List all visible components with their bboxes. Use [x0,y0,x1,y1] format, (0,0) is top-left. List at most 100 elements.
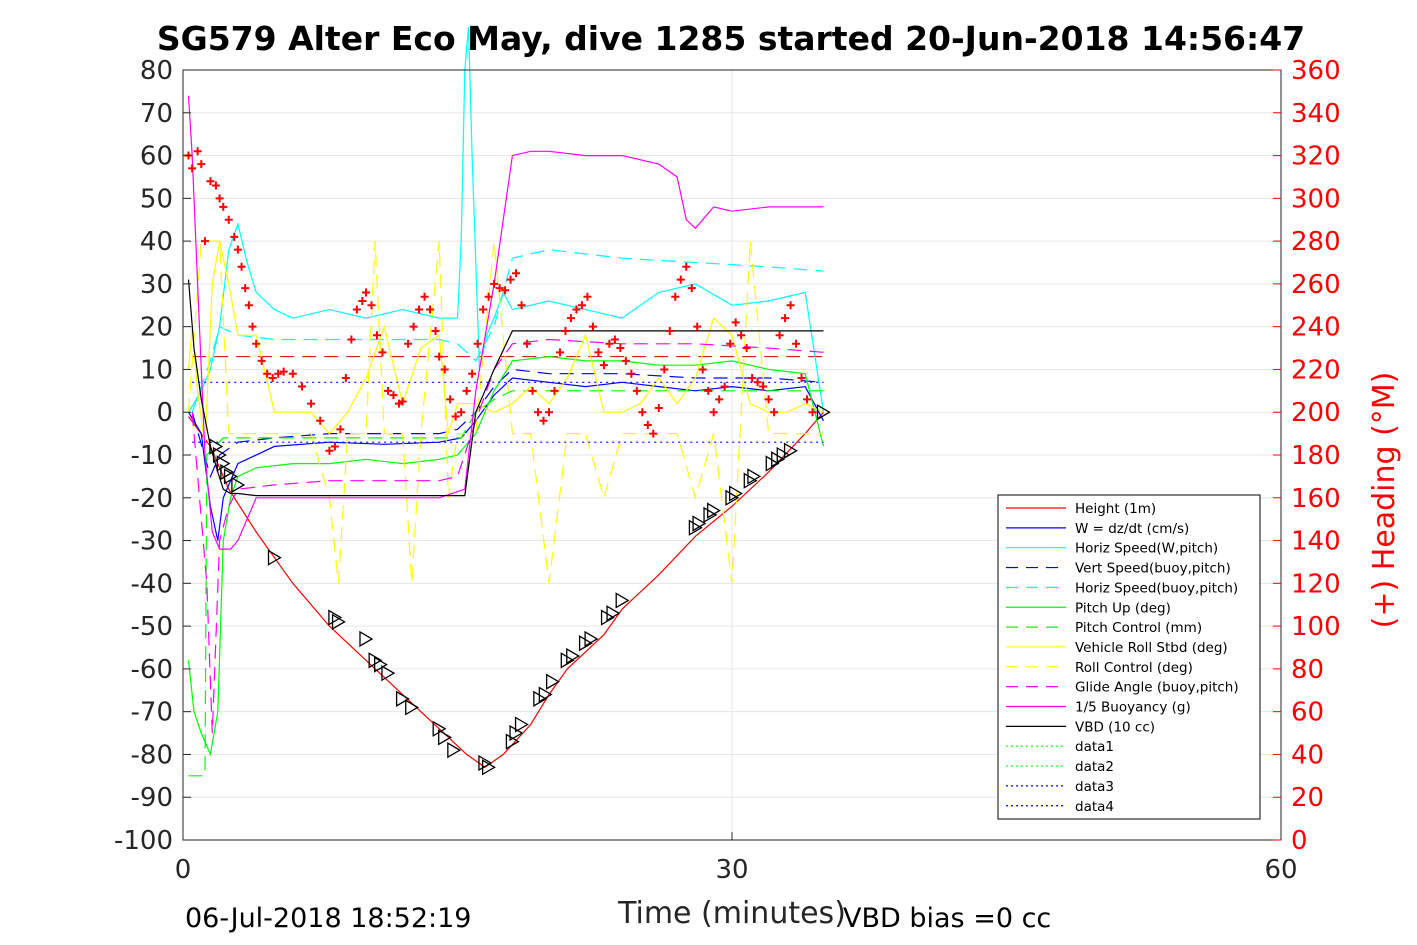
y-tick-label: 30 [140,270,173,300]
right-y-tick-label: 260 [1291,270,1341,300]
vbd-marker [220,463,235,481]
left-y-ticks: 80 70 60 50 40 30 20 10 0 -10 -20 -30 -40 -50 -60 -70 -8… [114,56,191,856]
heading-point [737,331,746,340]
y-tick-label: 40 [140,227,173,257]
heading-point [643,421,652,430]
heading-point [378,348,387,357]
heading-point [490,279,499,288]
legend-label: data1 [1075,739,1114,755]
heading-point [616,344,625,353]
heading-point [372,331,381,340]
heading-point [599,361,608,370]
heading-point [764,395,773,404]
vbd-marker [267,549,282,566]
heading-point [649,429,658,438]
heading-point [404,339,413,348]
heading-point [446,395,455,404]
y-tick-label: -80 [131,740,173,770]
heading-point [241,284,250,293]
y-tick-label: -60 [131,655,173,685]
heading-point [435,352,444,361]
heading-point [495,284,504,293]
right-y-tick-label: 80 [1291,655,1324,685]
heading-point [731,318,740,327]
vbd-marker [776,446,791,464]
heading-point [693,322,702,331]
legend-label: Vert Speed(buoy,pitch) [1075,561,1231,577]
right-y-tick-label: 280 [1291,227,1341,257]
heading-point [316,416,325,425]
right-y-tick-label: 20 [1291,783,1324,813]
heading-point [588,322,597,331]
legend-label: data2 [1075,759,1114,775]
heading-point [297,382,306,391]
heading-point [462,386,471,395]
heading-point [742,344,751,353]
heading-point [720,382,729,391]
vbd-marker [373,656,388,673]
heading-point [583,292,592,301]
heading-point [230,232,239,241]
heading-point [654,403,663,412]
heading-point [352,305,361,314]
vbd-marker [692,515,707,532]
vbd-marker [514,716,529,733]
heading-point [528,386,537,395]
y-tick-label: 0 [156,398,173,428]
heading-point [523,339,532,348]
heading-point [594,348,603,357]
heading-point [188,164,197,173]
heading-point [501,286,510,295]
vbd-marker [438,729,452,746]
heading-point [341,374,350,382]
y-tick-label: 60 [140,142,173,172]
heading-point [252,339,261,348]
vbd-marker [743,472,758,489]
heading-point [307,399,316,408]
legend-label: W = dz/dt (cm/s) [1075,521,1189,537]
right-y-tick-label: 160 [1291,484,1341,514]
y-tick-label: -20 [131,484,173,514]
x-ticks: 0 30 60 [175,832,1298,885]
right-y-tick-label: 200 [1291,398,1341,428]
heading-point [219,202,228,211]
heading-point [420,292,429,301]
footer-vbd-bias: VBD bias =0 cc [843,903,1051,934]
x-tick-label: 60 [1264,855,1297,885]
legend-label: Height (1m) [1075,501,1156,517]
heading-point [457,408,466,417]
y-tick-label: 50 [140,184,173,214]
vbd-marker [606,605,621,622]
series-line-7 [187,240,824,447]
legend-label: data3 [1075,779,1114,795]
heading-point [336,425,345,434]
series-line-3 [191,368,824,479]
heading-point [539,416,548,425]
right-y-tick-label: 220 [1291,355,1341,385]
heading-point [610,335,619,344]
y-tick-label: -40 [131,569,173,599]
heading-point [468,369,477,378]
right-y-tick-label: 320 [1291,142,1341,172]
vbd-marker [405,699,420,716]
vbd-marker [395,690,410,707]
heading-point [409,322,418,331]
heading-point [473,339,482,348]
heading-point [325,446,334,455]
heading-point [244,301,253,310]
series-line-0 [188,411,824,769]
series-line-11 [187,279,824,497]
vbd-marker [729,485,743,502]
heading-point [197,160,206,169]
vbd-marker [381,665,396,682]
heading-point [808,408,817,417]
heading-point [709,408,718,417]
heading-point [398,397,407,406]
heading-point [211,181,220,190]
heading-point [534,408,543,417]
heading-point [687,284,696,293]
vbd-marker [328,609,343,626]
vbd-marker [615,592,630,609]
series-line-8 [187,240,824,584]
